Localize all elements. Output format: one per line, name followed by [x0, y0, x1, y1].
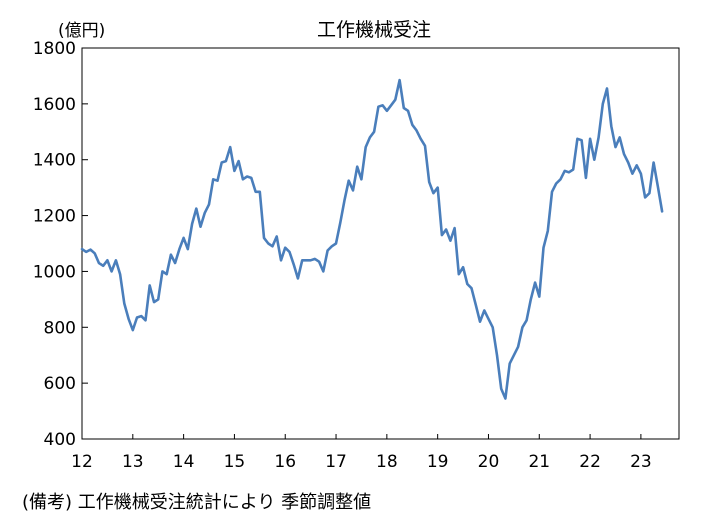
x-tick-label: 16 [274, 452, 296, 472]
x-tick-label: 22 [579, 452, 601, 472]
x-tick-label: 13 [122, 452, 144, 472]
series-layer [80, 78, 664, 400]
y-tick-label: 1800 [33, 39, 76, 59]
y-tick-label: 600 [44, 374, 76, 394]
y-tick-label: 400 [44, 430, 76, 450]
y-tick-label: 1600 [33, 95, 76, 115]
y-tick-label: 1000 [33, 262, 76, 282]
y-axis-unit-label: (億円) [58, 21, 105, 41]
x-axis: 12 13 14 15 16 17 18 19 20 21 22 23 [71, 434, 652, 472]
x-tick-label: 23 [630, 452, 652, 472]
plot-area-frame [81, 47, 680, 440]
x-tick-label: 20 [478, 452, 500, 472]
footnote: (備考) 工作機械受注統計により 季節調整値 [22, 492, 372, 513]
y-tick-label: 1200 [33, 207, 76, 227]
x-tick-label: 15 [224, 452, 246, 472]
x-tick-label: 14 [173, 452, 195, 472]
x-tick-label: 18 [376, 452, 398, 472]
y-tick-label: 1400 [33, 151, 76, 171]
x-tick-label: 17 [325, 452, 347, 472]
x-tick-label: 12 [71, 452, 93, 472]
series-line-machine-tool-orders [80, 78, 664, 400]
x-tick-label: 21 [528, 452, 550, 472]
y-tick-label: 800 [44, 318, 76, 338]
chart-title: 工作機械受注 [317, 19, 431, 41]
y-axis: 400 600 800 1000 1200 1400 1600 1800 [33, 39, 88, 450]
x-tick-label: 19 [427, 452, 449, 472]
